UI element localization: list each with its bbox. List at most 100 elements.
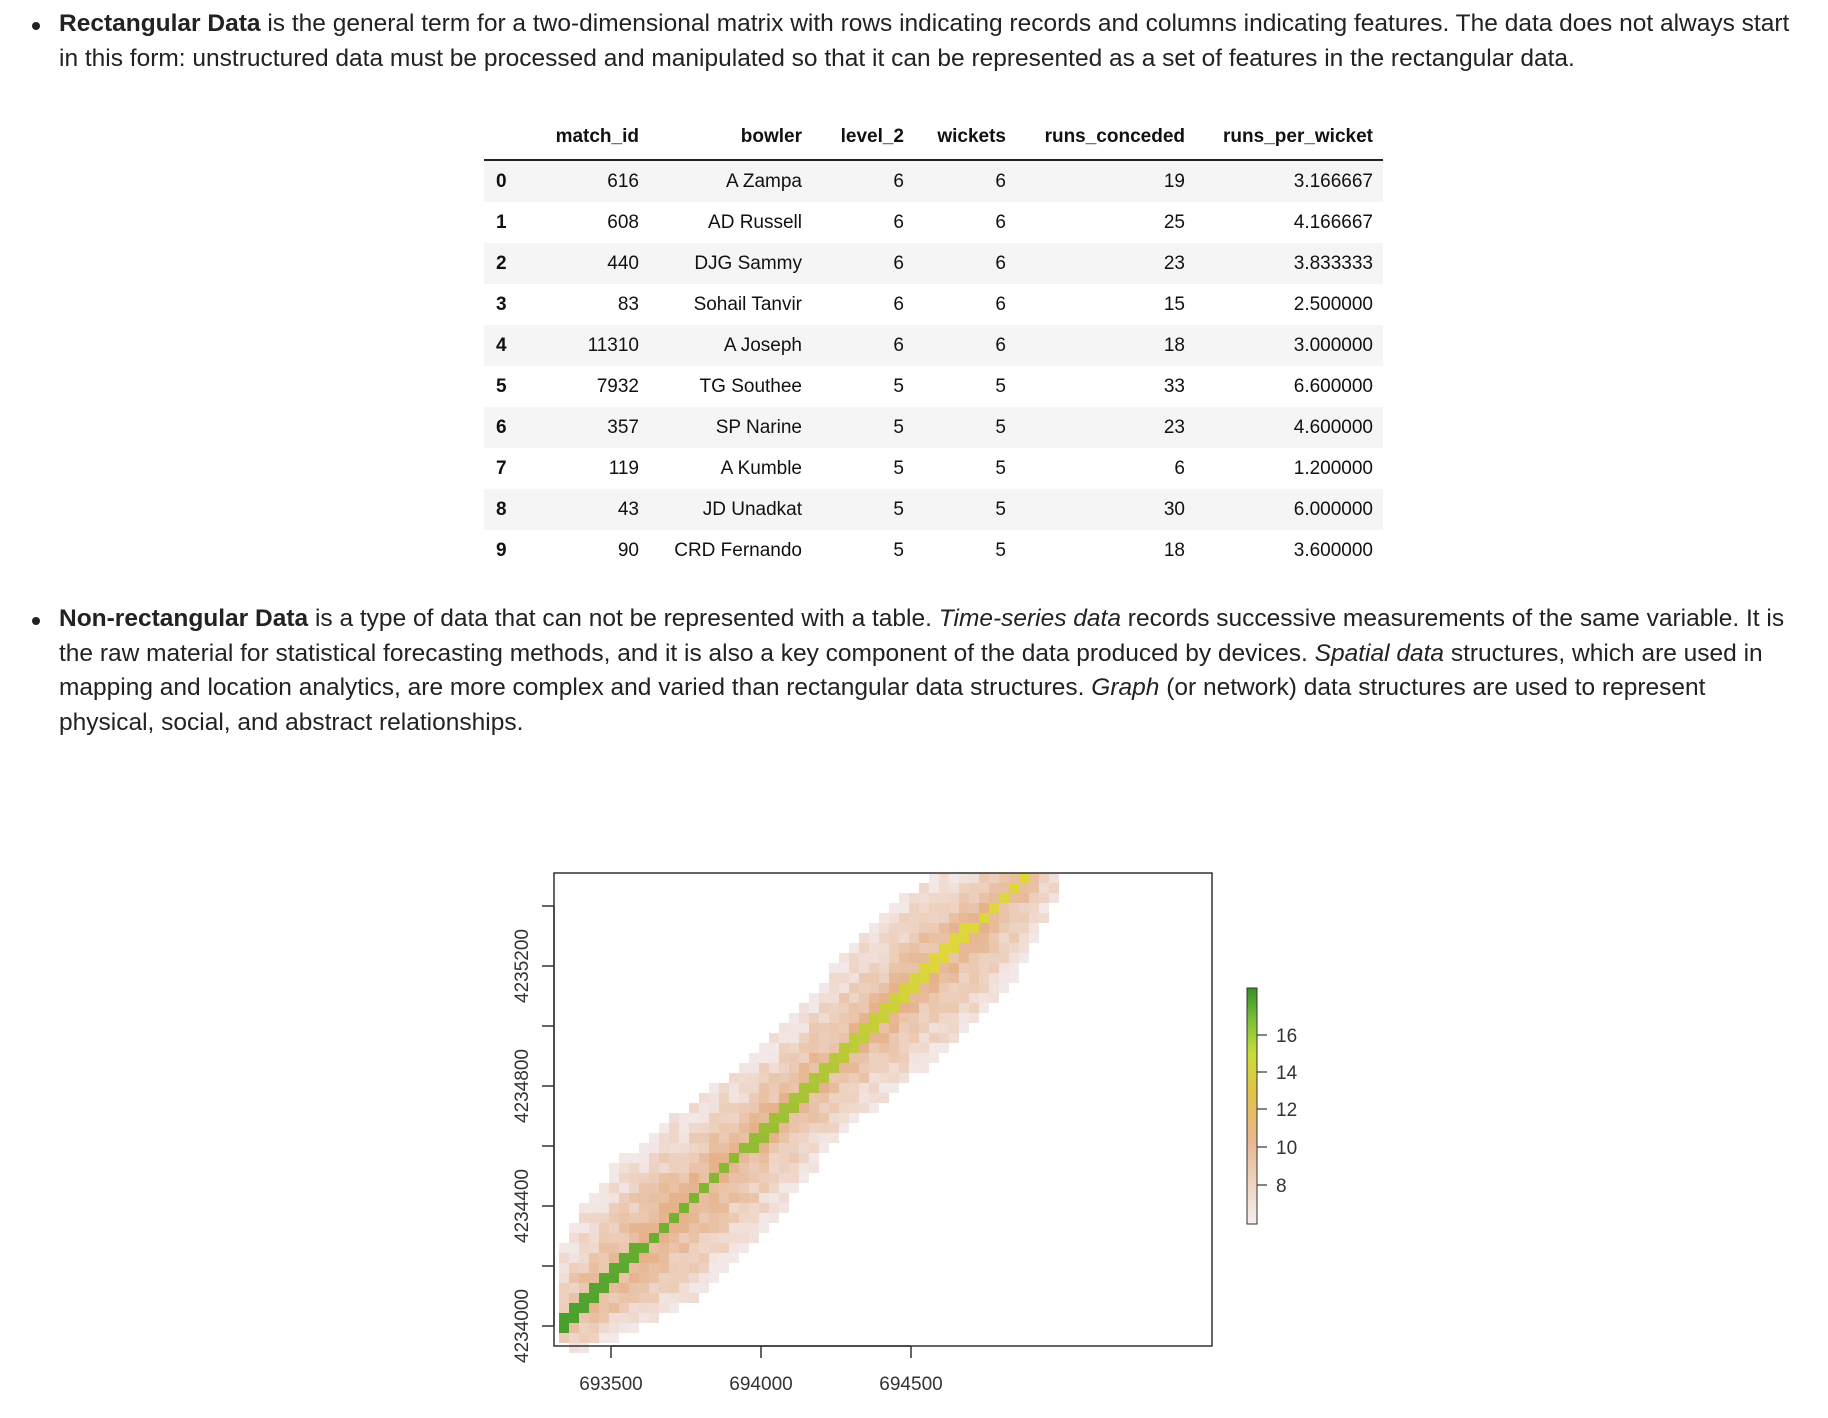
raster-cell: [829, 1113, 839, 1123]
raster-cell: [699, 1223, 709, 1233]
raster-cell: [869, 1003, 879, 1013]
raster-cell: [959, 1013, 969, 1023]
raster-cell: [979, 973, 989, 983]
raster-cell: [709, 1213, 719, 1223]
raster-cell: [699, 1203, 709, 1213]
legend-tick-label: 14: [1276, 1063, 1298, 1084]
raster-cell: [749, 1093, 759, 1103]
raster-cell: [779, 1193, 789, 1203]
raster-cell: [829, 1133, 839, 1143]
raster-cell: [579, 1253, 589, 1263]
raster-cell: [869, 1053, 879, 1063]
raster-cell: [569, 1333, 579, 1343]
raster-cell: [669, 1173, 679, 1183]
raster-cell: [1029, 893, 1039, 903]
raster-cell: [849, 1113, 859, 1123]
raster-cell: [819, 1113, 829, 1123]
raster-cell: [939, 1013, 949, 1023]
raster-cell: [949, 933, 959, 943]
raster-cell: [1009, 923, 1019, 933]
raster-cell: [879, 973, 889, 983]
raster-cell: [729, 1153, 739, 1163]
cell-bowler: CRD Fernando: [674, 539, 802, 561]
raster-cell: [659, 1133, 669, 1143]
raster-cell: [789, 1083, 799, 1093]
raster-cell: [879, 983, 889, 993]
raster-cell: [619, 1273, 629, 1283]
raster-cell: [989, 993, 999, 1003]
raster-cell: [859, 1013, 869, 1023]
raster-cell: [789, 1103, 799, 1113]
raster-cell: [899, 1043, 909, 1053]
raster-cell: [849, 1073, 859, 1083]
raster-cell: [739, 1113, 749, 1123]
raster-cell: [589, 1233, 599, 1243]
table-row: 3 83 Sohail Tanvir 6 6 15 2.500000: [484, 284, 1383, 325]
raster-cell: [809, 1023, 819, 1033]
raster-cell: [859, 1043, 869, 1053]
raster-cell: [889, 923, 899, 933]
column-header: wickets: [914, 115, 1016, 161]
raster-cell: [649, 1173, 659, 1183]
raster-cell: [899, 953, 909, 963]
raster-cell: [569, 1303, 579, 1313]
raster-cell: [759, 1133, 769, 1143]
raster-cell: [579, 1213, 589, 1223]
raster-cell: [969, 933, 979, 943]
cell-wickets: 5: [995, 498, 1006, 520]
raster-cell: [679, 1293, 689, 1303]
raster-cell: [669, 1233, 679, 1243]
cell-level-2: 5: [893, 498, 904, 520]
raster-cell: [699, 1193, 709, 1203]
raster-cell: [739, 1233, 749, 1243]
raster-cell: [929, 893, 939, 903]
raster-cell: [739, 1103, 749, 1113]
raster-cell: [819, 1003, 829, 1013]
raster-cell: [559, 1243, 569, 1253]
raster-cell: [729, 1093, 739, 1103]
raster-cell: [669, 1293, 679, 1303]
raster-cell: [859, 963, 869, 973]
raster-cell: [729, 1143, 739, 1153]
raster-cell: [929, 1033, 939, 1043]
raster-cell: [869, 1043, 879, 1053]
raster-cell: [719, 1183, 729, 1193]
raster-cell: [1029, 873, 1039, 883]
raster-cell: [649, 1133, 659, 1143]
raster-cell: [629, 1263, 639, 1273]
raster-cell: [829, 973, 839, 983]
raster-cell: [779, 1053, 789, 1063]
raster-cell: [759, 1083, 769, 1093]
raster-cell: [619, 1263, 629, 1273]
raster-cell: [599, 1303, 609, 1313]
raster-cell: [869, 1013, 879, 1023]
raster-cell: [759, 1203, 769, 1213]
raster-cell: [739, 1243, 749, 1253]
raster-cell: [569, 1323, 579, 1333]
raster-cell: [809, 1073, 819, 1083]
raster-cell: [969, 963, 979, 973]
raster-cell: [669, 1133, 679, 1143]
raster-cell: [649, 1243, 659, 1253]
raster-cell: [599, 1253, 609, 1263]
raster-cell: [879, 1093, 889, 1103]
raster-cell: [709, 1163, 719, 1173]
raster-cell: [919, 913, 929, 923]
raster-cell: [909, 943, 919, 953]
raster-cell: [1039, 883, 1049, 893]
raster-cell: [609, 1323, 619, 1333]
raster-cell: [659, 1213, 669, 1223]
raster-cell: [609, 1223, 619, 1233]
raster-cell: [639, 1153, 649, 1163]
raster-cell: [809, 1083, 819, 1093]
cell-bowler: A Kumble: [720, 457, 802, 479]
raster-cell: [689, 1163, 699, 1173]
raster-cell: [999, 913, 1009, 923]
raster-cell: [769, 1143, 779, 1153]
raster-cell: [889, 963, 899, 973]
raster-cell: [879, 1033, 889, 1043]
raster-cell: [619, 1183, 629, 1193]
raster-cell: [619, 1253, 629, 1263]
table-row: 8 43 JD Unadkat 5 5 30 6.000000: [484, 489, 1383, 530]
raster-cell: [699, 1123, 709, 1133]
